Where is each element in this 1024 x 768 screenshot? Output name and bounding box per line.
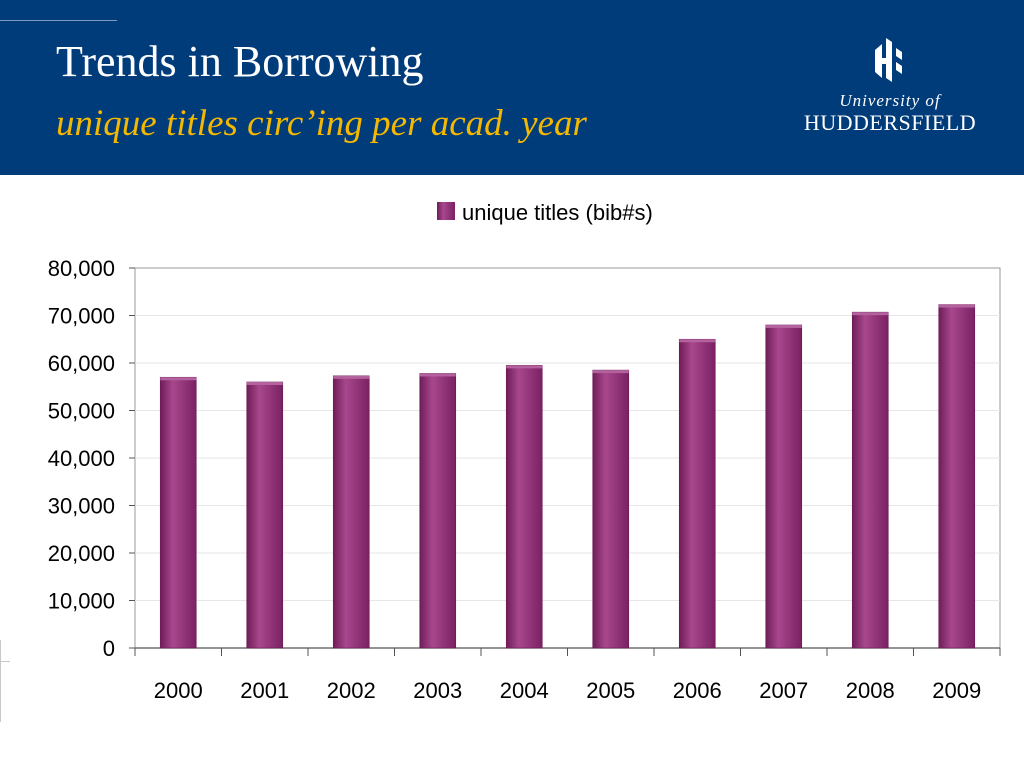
legend-swatch <box>437 202 455 220</box>
bar-top-2001 <box>246 382 283 385</box>
bar-2003 <box>419 373 457 649</box>
y-tick-label: 20,000 <box>48 541 115 566</box>
y-tick-label: 80,000 <box>48 256 115 281</box>
slide-title: Trends in Borrowing <box>56 37 424 86</box>
bar-2009 <box>938 304 976 649</box>
x-tick-label: 2002 <box>327 678 376 703</box>
bar-2000 <box>159 376 197 649</box>
y-tick-label: 60,000 <box>48 351 115 376</box>
bar-2004 <box>505 365 543 649</box>
x-tick-label: 2005 <box>586 678 635 703</box>
y-tick-label: 30,000 <box>48 494 115 519</box>
side-mark-tick <box>0 661 10 662</box>
x-tick-label: 2001 <box>240 678 289 703</box>
bar-top-2002 <box>333 375 370 379</box>
bar-top-2006 <box>679 339 716 343</box>
bar-2001 <box>246 381 284 649</box>
x-tick-label: 2000 <box>154 678 203 703</box>
legend-label: unique titles (bib#s) <box>462 200 653 225</box>
y-tick-label: 10,000 <box>48 589 115 614</box>
header-banner: Trends in Borrowing unique titles circ’i… <box>0 0 1024 175</box>
bar-2002 <box>332 375 370 649</box>
y-tick-label: 70,000 <box>48 304 115 329</box>
university-logo: University of HUDDERSFIELD <box>800 38 980 138</box>
bar-2008 <box>851 311 889 649</box>
x-tick-label: 2004 <box>500 678 549 703</box>
university-crest-icon <box>875 38 902 82</box>
bar-2005 <box>592 369 630 649</box>
x-tick-label: 2006 <box>673 678 722 703</box>
logo-text-university: University of <box>839 91 941 110</box>
bar-2006 <box>678 338 716 649</box>
logo-text-huddersfield: HUDDERSFIELD <box>803 110 977 135</box>
bar-chart: unique titles (bib#s) 0 10,000 20,000 30,00… <box>48 200 1001 703</box>
header-rule <box>0 20 117 21</box>
plot-area: 0 10,000 20,000 30,000 40,000 50,000 60,000 70,… <box>48 256 1001 703</box>
bar-top-2005 <box>592 370 629 374</box>
bar-top-2008 <box>852 312 889 316</box>
bar-top-2004 <box>506 365 543 369</box>
bar-top-2003 <box>419 373 456 377</box>
side-mark <box>0 640 4 722</box>
y-tick-label: 0 <box>103 636 115 661</box>
chart-legend[interactable]: unique titles (bib#s) <box>437 200 653 225</box>
x-tick-label: 2009 <box>932 678 981 703</box>
bar-2007 <box>765 324 803 649</box>
slide-subtitle: unique titles circ’ing per acad. year <box>56 103 587 144</box>
x-tick-label: 2003 <box>413 678 462 703</box>
x-tick-label: 2007 <box>759 678 808 703</box>
bar-top-2000 <box>160 377 197 381</box>
bar-top-2009 <box>938 304 975 308</box>
y-tick-label: 50,000 <box>48 399 115 424</box>
y-tick-label: 40,000 <box>48 446 115 471</box>
x-tick-label: 2008 <box>846 678 895 703</box>
bar-top-2007 <box>765 325 802 328</box>
